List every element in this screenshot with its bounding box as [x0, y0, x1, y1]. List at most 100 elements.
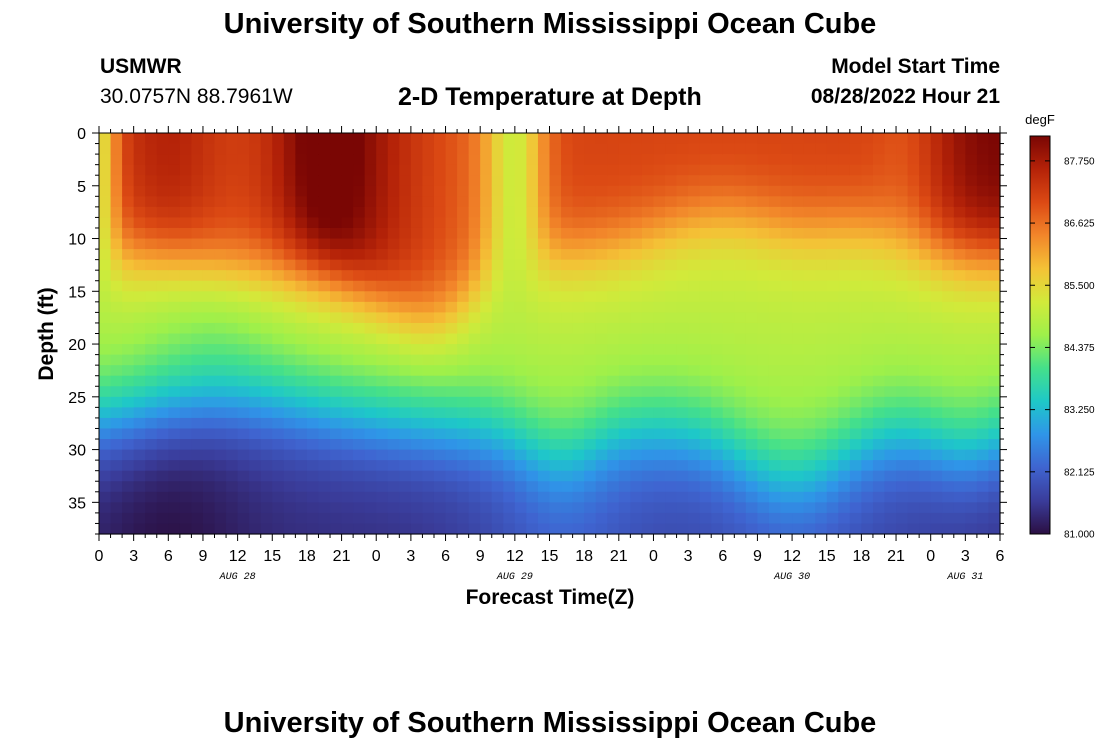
heatmap-cell [919, 196, 932, 208]
heatmap-cell [272, 238, 285, 250]
heatmap-cell [641, 280, 655, 292]
heatmap-cell [353, 439, 366, 451]
heatmap-cell [480, 396, 493, 408]
heatmap-cell [122, 301, 135, 313]
heatmap-cell [295, 449, 308, 461]
heatmap-cell [838, 291, 851, 303]
heatmap-cell [722, 312, 735, 324]
heatmap-cell [480, 428, 493, 440]
heatmap-cell [699, 502, 712, 514]
heatmap-cell [757, 291, 770, 303]
heatmap-cell [907, 280, 920, 292]
heatmap-cell [907, 185, 920, 197]
heatmap-cell [422, 238, 435, 250]
heatmap-cell [711, 491, 724, 503]
heatmap-cell [364, 502, 377, 514]
heatmap-cell [838, 417, 851, 430]
heatmap-cell [826, 322, 839, 335]
heatmap-cell [457, 238, 470, 250]
heatmap-cell [607, 143, 620, 155]
heatmap-cell [422, 333, 435, 345]
heatmap-cell [468, 196, 481, 208]
heatmap-cell [953, 227, 966, 240]
heatmap-cell [722, 344, 735, 356]
heatmap-cell [503, 333, 516, 345]
heatmap-cell [514, 460, 527, 472]
heatmap-cell [376, 227, 389, 240]
heatmap-cell [815, 439, 828, 451]
heatmap-cell [838, 227, 851, 240]
heatmap-cell [792, 164, 805, 176]
heatmap-cell [595, 301, 608, 313]
heatmap-cell [734, 164, 747, 176]
heatmap-cell [595, 428, 608, 440]
heatmap-cell [838, 502, 851, 514]
heatmap-cell [168, 133, 181, 145]
heatmap-cell [792, 238, 805, 250]
heatmap-cell [341, 502, 354, 514]
heatmap-cell [480, 196, 493, 208]
heatmap-cell [318, 196, 331, 208]
heatmap-cell [179, 196, 193, 208]
heatmap-cell [283, 460, 296, 472]
heatmap-cell [295, 460, 308, 472]
heatmap-cell [688, 206, 701, 219]
heatmap-cell [387, 491, 400, 503]
heatmap-cell [376, 312, 389, 324]
heatmap-cell [768, 249, 782, 261]
heatmap-cell [572, 460, 585, 472]
heatmap-cell [99, 270, 112, 282]
heatmap-cell [341, 512, 354, 525]
heatmap-cell [757, 512, 770, 525]
heatmap-cell [930, 502, 943, 514]
heatmap-cell [353, 175, 366, 187]
heatmap-cell [653, 259, 666, 271]
heatmap-cell [861, 206, 874, 219]
heatmap-cell [156, 249, 169, 261]
heatmap-cell [942, 449, 955, 461]
heatmap-cell [457, 481, 470, 493]
heatmap-cell [376, 259, 389, 271]
heatmap-cell [537, 249, 551, 261]
heatmap-cell [330, 249, 343, 261]
heatmap-cell [283, 238, 296, 250]
heatmap-cell [861, 291, 874, 303]
heatmap-cell [503, 301, 516, 313]
heatmap-cell [549, 154, 562, 166]
heatmap-cell [237, 439, 250, 451]
heatmap-cell [364, 196, 377, 208]
heatmap-cell [884, 460, 897, 472]
heatmap-cell [942, 396, 955, 408]
heatmap-cell [330, 481, 343, 493]
heatmap-cell [133, 344, 146, 356]
heatmap-cell [99, 333, 112, 345]
date-label: AUG 30 [773, 572, 810, 583]
heatmap-cell [988, 354, 1001, 366]
heatmap-cell [422, 460, 435, 472]
heatmap-cell [514, 354, 527, 366]
heatmap-cell [272, 417, 285, 430]
heatmap-cell [168, 375, 181, 387]
heatmap-cell [202, 238, 216, 250]
heatmap-cell [433, 175, 447, 187]
heatmap-cell [122, 322, 135, 335]
heatmap-cell [665, 227, 678, 240]
heatmap-cell [607, 407, 620, 419]
heatmap-cell [191, 259, 204, 271]
heatmap-cell [353, 280, 366, 292]
heatmap-cell [526, 227, 539, 240]
heatmap-cell [549, 502, 562, 514]
heatmap-cell [768, 238, 782, 250]
heatmap-cell [572, 354, 585, 366]
heatmap-cell [907, 206, 920, 219]
heatmap-cell [191, 449, 204, 461]
heatmap-cell [780, 312, 793, 324]
heatmap-cell [699, 175, 712, 187]
heatmap-cell [364, 217, 377, 229]
heatmap-cell [757, 206, 770, 219]
heatmap-cell [214, 386, 227, 398]
heatmap-cell [376, 470, 389, 482]
heatmap-cell [630, 227, 643, 240]
heatmap-cell [595, 396, 608, 408]
heatmap-cell [953, 512, 966, 525]
